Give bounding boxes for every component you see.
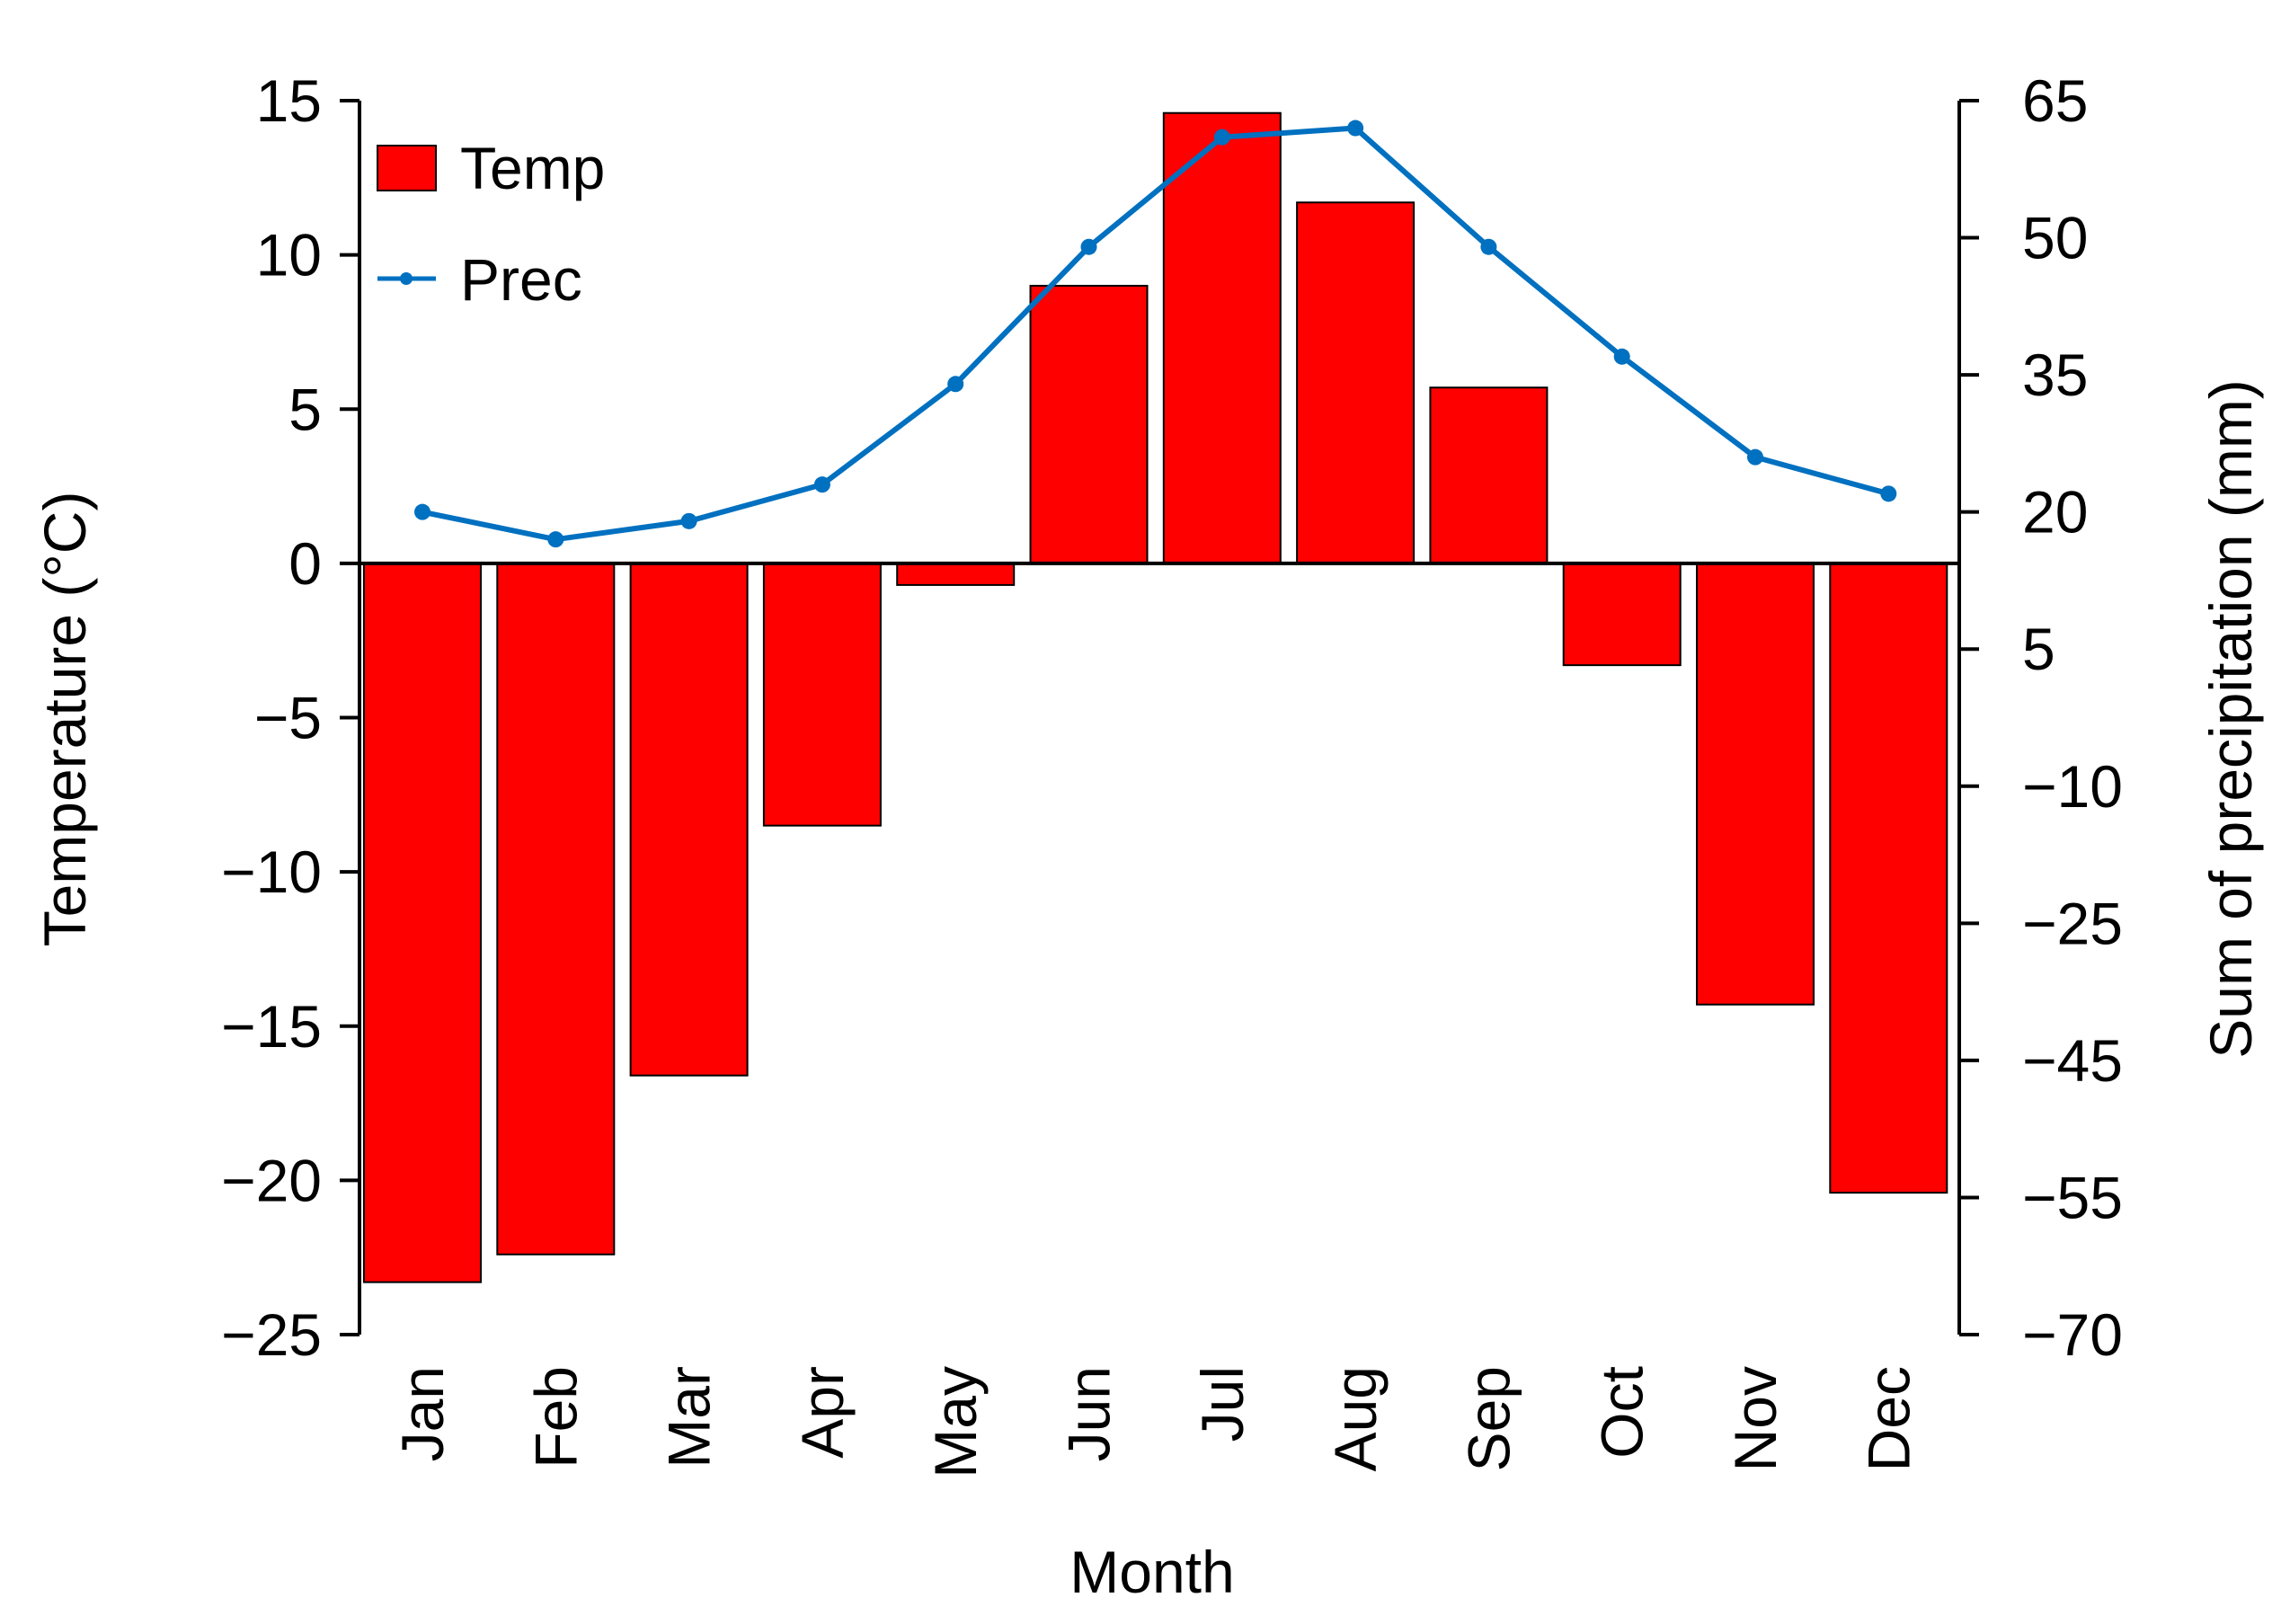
prec-point-jun <box>1080 238 1097 255</box>
x-tick-label-sep: Sep <box>1455 1366 1522 1471</box>
legend: Temp Prec <box>377 135 605 313</box>
left-tick-label: −5 <box>254 685 322 751</box>
x-tick-label-oct: Oct <box>1589 1366 1655 1459</box>
bar-temp-jan <box>363 562 482 1283</box>
x-axis-title: Month <box>1070 1539 1234 1605</box>
x-tick-label-nov: Nov <box>1722 1366 1789 1471</box>
prec-point-apr <box>813 476 830 493</box>
x-tick-labels: Jan Feb Mar Apr May Jun Jul Aug Sep Oct Nov Dec <box>389 1366 1922 1478</box>
x-tick-label-jan: Jan <box>389 1366 456 1461</box>
bar-temp-may <box>896 562 1016 586</box>
prec-point-may <box>947 376 964 393</box>
right-tick-label: 20 <box>2022 479 2088 546</box>
right-tick-label: −45 <box>2022 1027 2123 1094</box>
bar-temp-jul <box>1162 111 1282 564</box>
legend-prec-label: Prec <box>460 246 582 313</box>
x-tick-label-mar: Mar <box>656 1366 723 1469</box>
x-tick-label-jul: Jul <box>1189 1366 1256 1442</box>
left-tick-label: 10 <box>256 222 322 288</box>
legend-temp-swatch <box>377 145 437 191</box>
right-tick-label: 35 <box>2022 342 2088 408</box>
bar-temp-jun <box>1029 284 1149 564</box>
x-tick-label-jun: Jun <box>1056 1366 1123 1461</box>
left-tick-label: −20 <box>221 1147 322 1213</box>
prec-point-dec <box>1880 485 1897 502</box>
right-tick-label: 50 <box>2022 205 2088 271</box>
prec-line-series <box>414 120 1897 548</box>
right-tick-label: −25 <box>2022 890 2123 956</box>
right-tick-label: −70 <box>2022 1301 2123 1368</box>
legend-prec-marker <box>400 272 413 285</box>
right-tick-label: −10 <box>2022 753 2123 820</box>
left-tick-label: −25 <box>221 1301 322 1368</box>
prec-line <box>422 125 1890 543</box>
left-y-ticks: 15 10 5 0 −5 −10 −15 −20 −25 <box>221 67 359 1368</box>
prec-point-mar <box>680 512 697 529</box>
y-axis-title-right: Sum of precipitation (mm) <box>2197 379 2264 1059</box>
bar-temp-oct <box>1562 562 1682 667</box>
prec-point-oct <box>1613 348 1630 365</box>
y-axis-title-left: Temperature (°C) <box>31 492 98 947</box>
right-tick-label: 65 <box>2022 67 2088 134</box>
left-tick-label: 15 <box>256 67 322 134</box>
bar-temp-feb <box>496 562 616 1256</box>
right-y-ticks: 65 50 35 20 5 −10 −25 −45 −55 −70 <box>1959 67 2123 1368</box>
legend-temp-label: Temp <box>460 135 605 201</box>
x-tick-label-dec: Dec <box>1855 1366 1922 1471</box>
temp-bars <box>363 111 1948 1283</box>
bar-temp-apr <box>762 562 882 827</box>
x-tick-label-aug: Aug <box>1322 1366 1389 1471</box>
x-tick-label-feb: Feb <box>522 1366 589 1469</box>
prec-point-feb <box>547 531 564 548</box>
left-tick-label: 0 <box>288 530 322 597</box>
right-tick-label: −55 <box>2022 1164 2123 1230</box>
right-tick-label: 5 <box>2022 616 2055 682</box>
bar-temp-nov <box>1696 562 1815 1006</box>
bar-temp-sep <box>1429 386 1549 564</box>
x-tick-label-may: May <box>922 1366 989 1478</box>
prec-point-sep <box>1480 238 1497 255</box>
prec-point-aug <box>1347 120 1364 137</box>
x-tick-label-apr: Apr <box>789 1366 856 1459</box>
bar-temp-mar <box>629 562 749 1077</box>
bar-temp-dec <box>1829 562 1948 1194</box>
left-tick-label: −15 <box>221 993 322 1060</box>
prec-point-jul <box>1213 129 1230 146</box>
left-tick-label: −10 <box>221 839 322 905</box>
prec-point-jan <box>414 503 430 520</box>
bar-temp-aug <box>1296 201 1416 564</box>
left-tick-label: 5 <box>288 376 322 442</box>
prec-point-nov <box>1747 448 1763 466</box>
